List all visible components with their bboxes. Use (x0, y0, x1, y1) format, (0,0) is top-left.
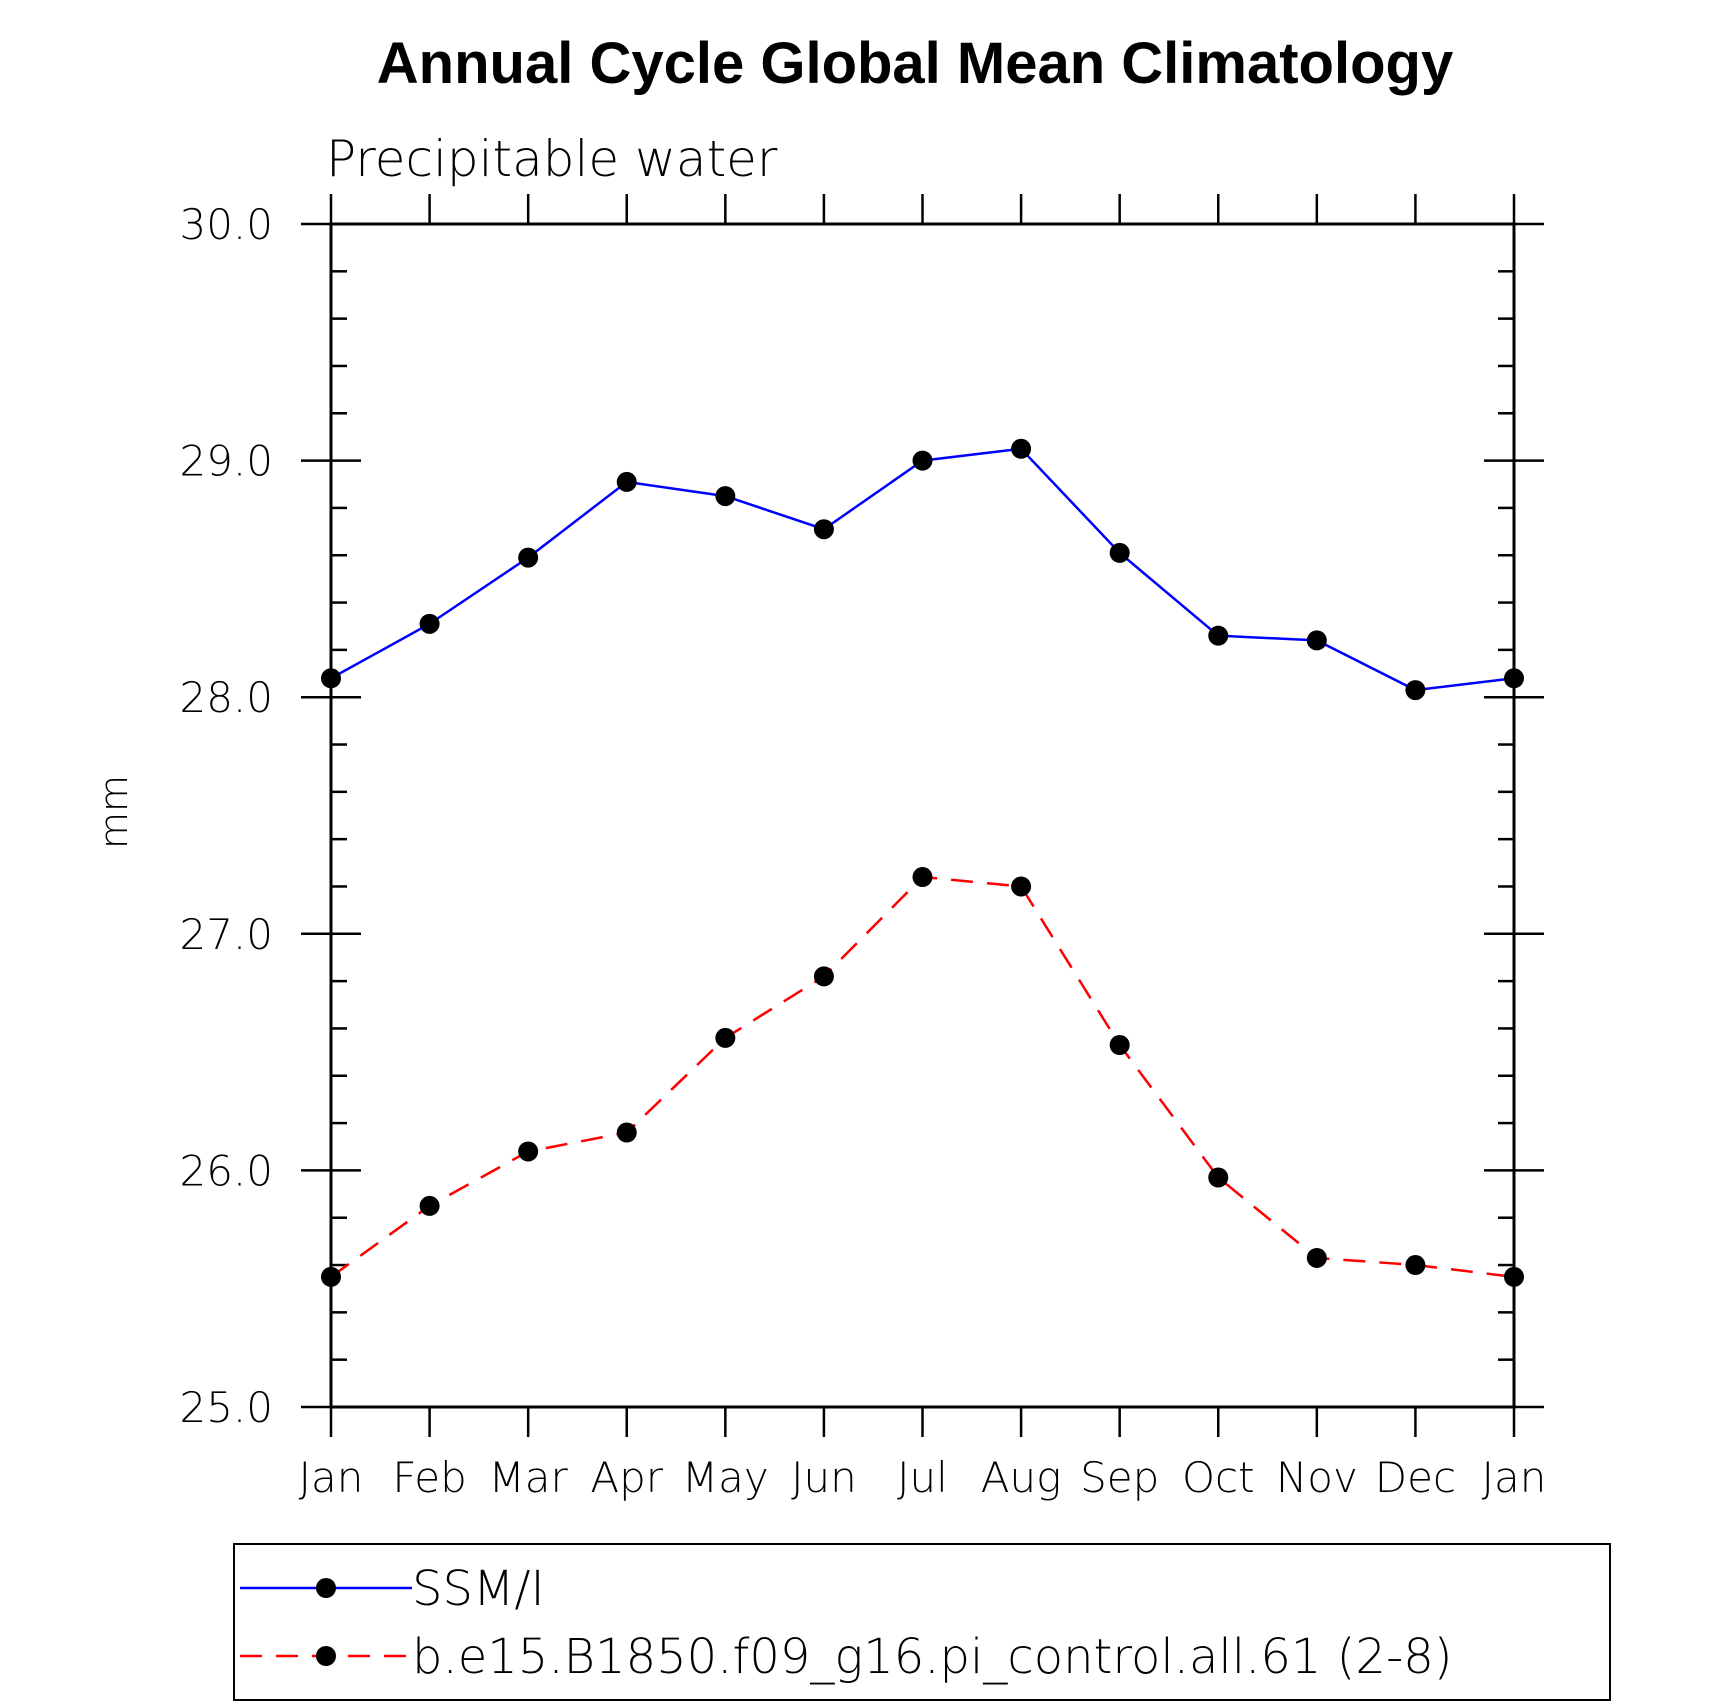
x-tick-label: Jan (299, 1453, 364, 1502)
y-tick-label: 28.0 (179, 673, 273, 722)
chart-subtitle: Precipitable water (326, 130, 778, 188)
x-tick-label: Nov (1276, 1453, 1358, 1502)
axis-ticks (301, 194, 1544, 1437)
y-tick-label: 30.0 (179, 200, 273, 249)
data-point (1208, 1167, 1229, 1188)
data-point (1504, 1266, 1524, 1287)
chart-title: Annual Cycle Global Mean Climatology (377, 31, 1453, 96)
data-point (616, 471, 637, 492)
y-tick-label: 27.0 (179, 910, 273, 959)
data-point (1306, 1247, 1327, 1268)
legend-marker-model (316, 1646, 336, 1666)
x-tick-label: Jun (791, 1453, 857, 1502)
x-tick-label: Apr (590, 1453, 663, 1502)
data-point (1306, 630, 1327, 651)
x-tick-label: Aug (981, 1453, 1062, 1502)
series-markers (321, 438, 1524, 1287)
data-point (419, 613, 440, 634)
x-tick-label: Jan (1482, 1453, 1547, 1502)
data-point (616, 1122, 637, 1143)
legend: SSM/I b.e15.B1850.f09_g16.pi_control.all… (233, 1543, 1611, 1701)
x-tick-label: May (682, 1453, 769, 1502)
data-point (1405, 680, 1426, 701)
y-tick-labels: 25.0 26.0 27.0 28.0 29.0 30.0 (179, 200, 273, 1432)
data-point (518, 547, 539, 568)
y-tick-label: 29.0 (179, 437, 273, 486)
data-point (1208, 625, 1229, 646)
y-tick-label: 25.0 (179, 1383, 273, 1432)
data-point (321, 668, 341, 689)
x-tick-label: Mar (489, 1453, 569, 1502)
legend-marker-ssmi (316, 1578, 336, 1598)
data-point (715, 1027, 736, 1048)
data-point (912, 867, 933, 888)
series-line-0 (330, 447, 1515, 692)
data-point (1504, 668, 1524, 689)
y-tick-label: 26.0 (179, 1146, 273, 1195)
data-point (912, 450, 933, 471)
data-point (1011, 438, 1032, 459)
x-tick-labels: Jan Feb Mar Apr May Jun Jul Aug Sep Oct Nov Dec Jan (299, 1453, 1547, 1502)
data-point (321, 1266, 341, 1287)
data-point (1109, 1035, 1130, 1056)
legend-label-ssmi: SSM/I (412, 1561, 545, 1617)
legend-box (233, 1543, 1611, 1701)
x-tick-label: Jul (897, 1453, 948, 1502)
legend-label-model: b.e15.B1850.f09_g16.pi_control.all.61 (2… (412, 1629, 1453, 1685)
series-line-1 (330, 875, 1515, 1279)
data-point (813, 519, 834, 540)
data-point (1011, 876, 1032, 897)
series-lines (330, 447, 1515, 1279)
data-point (518, 1141, 539, 1162)
data-point (1405, 1255, 1426, 1276)
data-point (419, 1195, 440, 1216)
x-tick-label: Dec (1375, 1453, 1456, 1502)
x-tick-label: Oct (1182, 1453, 1255, 1502)
data-point (1109, 542, 1130, 563)
y-axis-label: mm (92, 775, 136, 849)
x-tick-label: Sep (1080, 1453, 1159, 1502)
plot-frame (329, 222, 1516, 1409)
data-point (813, 966, 834, 987)
data-point (715, 486, 736, 507)
x-tick-label: Feb (392, 1453, 466, 1502)
